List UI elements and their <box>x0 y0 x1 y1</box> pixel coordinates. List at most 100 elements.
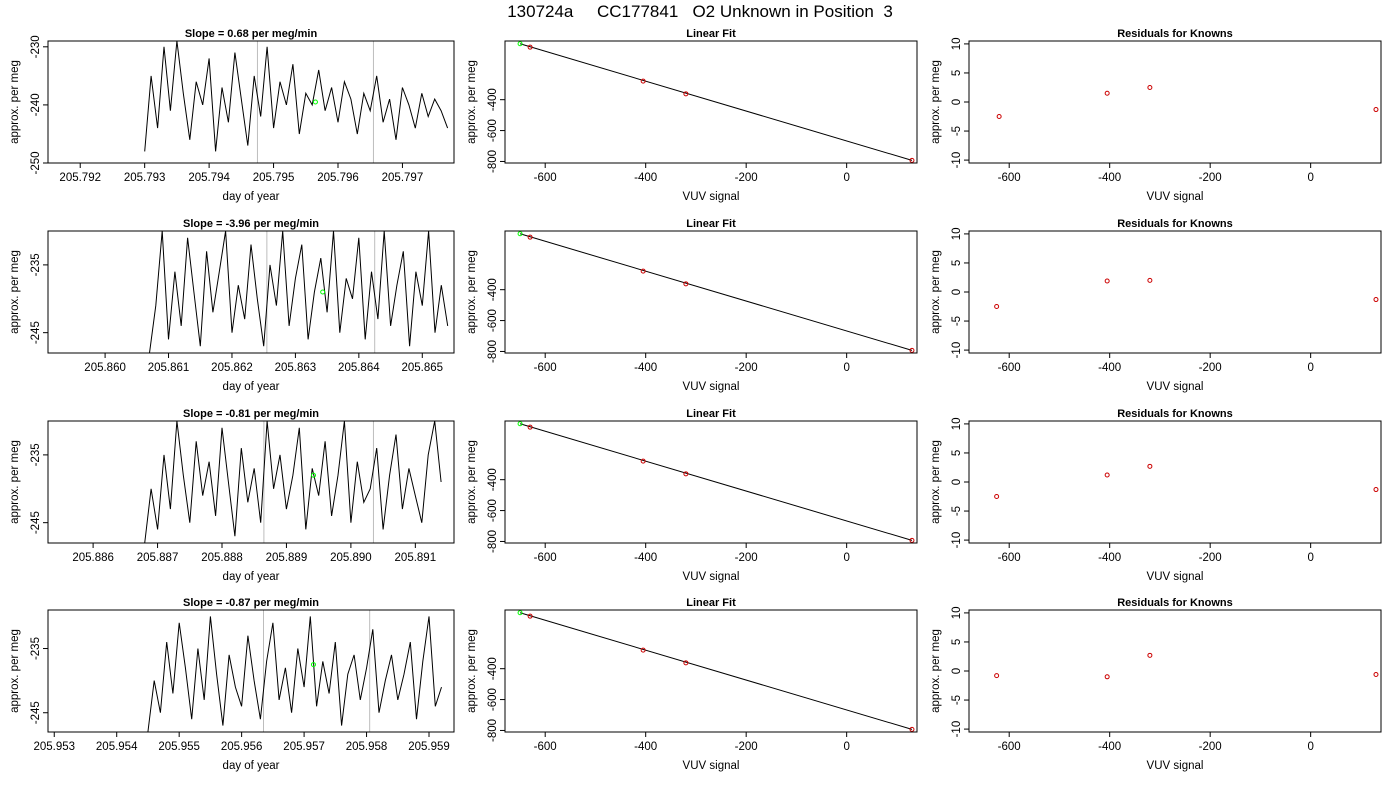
data-point <box>640 268 646 274</box>
x-tick-label: 205.865 <box>401 362 443 374</box>
panel-title: Slope = 0.68 per meg/min <box>185 28 318 40</box>
x-tick-label: 205.864 <box>338 362 380 374</box>
plot-area <box>996 84 1379 120</box>
x-axis-label: VUV signal <box>1147 571 1204 583</box>
x-tick-label: 0 <box>1307 741 1313 753</box>
x-tick-label: -600 <box>998 362 1021 374</box>
plot-frame <box>47 40 455 164</box>
y-tick-label: -600 <box>487 688 499 711</box>
y-axis-label: approx. per meg <box>930 250 942 334</box>
x-tick-label: 205.793 <box>124 172 166 184</box>
x-tick-label: -200 <box>735 362 758 374</box>
x-axis-label: day of year <box>223 381 280 393</box>
data-point <box>1373 107 1379 113</box>
x-tick-label: -600 <box>534 172 557 184</box>
chart-panel-5: Linear Fit VUV signal approx. per meg -600 -… <box>466 218 918 393</box>
panel-title: Linear Fit <box>686 28 736 40</box>
plot-frame <box>504 40 918 164</box>
x-tick-label: -400 <box>1098 362 1121 374</box>
y-tick-label: -10 <box>951 342 963 359</box>
y-tick-label: 10 <box>951 228 963 241</box>
y-tick-label: -250 <box>30 151 42 174</box>
data-point <box>640 458 646 464</box>
data-point <box>1104 278 1110 284</box>
x-tick-label: 205.792 <box>59 172 101 184</box>
panel-title: Slope = -3.96 per meg/min <box>183 218 319 230</box>
x-tick-label: -200 <box>735 552 758 564</box>
chart-panel-3: Residuals for Knowns VUV signal approx. pe… <box>930 28 1382 203</box>
x-tick-label: 0 <box>1307 362 1313 374</box>
panel-title: Residuals for Knowns <box>1117 597 1233 609</box>
y-tick-label: -240 <box>30 93 42 116</box>
y-tick-label: 5 <box>951 260 963 266</box>
data-point <box>320 289 326 295</box>
data-point <box>1104 472 1110 478</box>
plot-area <box>994 277 1379 310</box>
x-tick-label: -600 <box>998 552 1021 564</box>
x-tick-label: 205.959 <box>408 741 450 753</box>
y-tick-label: -235 <box>30 443 42 466</box>
x-axis-label: day of year <box>223 191 280 203</box>
panel-title: Slope = -0.81 per meg/min <box>183 408 319 420</box>
y-tick-label: -800 <box>487 530 499 553</box>
x-tick-label: 205.861 <box>148 362 190 374</box>
x-tick-label: 0 <box>843 552 849 564</box>
y-tick-label: 10 <box>951 607 963 620</box>
panel-title: Slope = -0.87 per meg/min <box>183 597 319 609</box>
y-tick-label: -10 <box>951 152 963 169</box>
y-axis-label: approx. per meg <box>466 60 478 144</box>
data-point <box>909 347 915 353</box>
panel-title: Residuals for Knowns <box>1117 28 1233 40</box>
x-axis-label: VUV signal <box>683 191 740 203</box>
plot-frame <box>968 40 1382 164</box>
x-tick-label: -200 <box>1199 741 1222 753</box>
chart-panel-11: Linear Fit VUV signal approx. per meg -600 -… <box>466 597 918 772</box>
y-tick-label: -800 <box>487 719 499 742</box>
x-axis-label: VUV signal <box>1147 191 1204 203</box>
series-line <box>149 231 449 353</box>
panel-title: Linear Fit <box>686 597 736 609</box>
x-tick-label: 205.889 <box>266 552 308 564</box>
data-point <box>1147 84 1153 90</box>
x-tick-label: 205.956 <box>221 741 263 753</box>
y-tick-label: -800 <box>487 340 499 363</box>
y-tick-label: -400 <box>487 468 499 491</box>
data-point <box>909 157 915 163</box>
y-axis-label: approx. per meg <box>930 60 942 144</box>
x-tick-label: -400 <box>1098 741 1121 753</box>
x-tick-label: -200 <box>1199 552 1222 564</box>
chart-panel-1: Slope = 0.68 per meg/min day of year appro… <box>9 28 455 203</box>
x-axis-label: VUV signal <box>683 381 740 393</box>
figure-title: 130724a CC177841 O2 Unknown in Position … <box>507 2 893 21</box>
plot-frame <box>47 230 455 354</box>
data-point <box>1373 671 1379 677</box>
x-axis-label: day of year <box>223 571 280 583</box>
y-tick-label: -400 <box>487 657 499 680</box>
data-point <box>1147 652 1153 658</box>
plot-area <box>144 41 449 163</box>
chart-panel-7: Slope = -0.81 per meg/min day of year appr… <box>9 408 455 583</box>
y-axis-label: approx. per meg <box>466 629 478 713</box>
x-tick-label: -600 <box>998 172 1021 184</box>
y-axis-label: approx. per meg <box>466 250 478 334</box>
data-point <box>517 421 523 427</box>
y-tick-label: -600 <box>487 119 499 142</box>
data-point <box>640 78 646 84</box>
y-axis-label: approx. per meg <box>9 629 21 713</box>
data-point <box>311 472 317 478</box>
chart-panel-2: Linear Fit VUV signal approx. per meg -600 -… <box>466 28 918 203</box>
y-axis-label: approx. per meg <box>930 440 942 524</box>
y-axis-label: approx. per meg <box>9 250 21 334</box>
data-point <box>517 231 523 237</box>
x-tick-label: 205.891 <box>395 552 437 564</box>
y-tick-label: -10 <box>951 721 963 738</box>
chart-panel-12: Residuals for Knowns VUV signal approx. pe… <box>930 597 1382 772</box>
panel-title: Linear Fit <box>686 218 736 230</box>
x-tick-label: 205.957 <box>283 741 325 753</box>
y-tick-label: -5 <box>951 695 963 705</box>
x-tick-label: -200 <box>1199 362 1222 374</box>
chart-panel-10: Slope = -0.87 per meg/min day of year appr… <box>9 597 455 772</box>
data-point <box>527 424 533 430</box>
plot-frame <box>47 420 455 544</box>
